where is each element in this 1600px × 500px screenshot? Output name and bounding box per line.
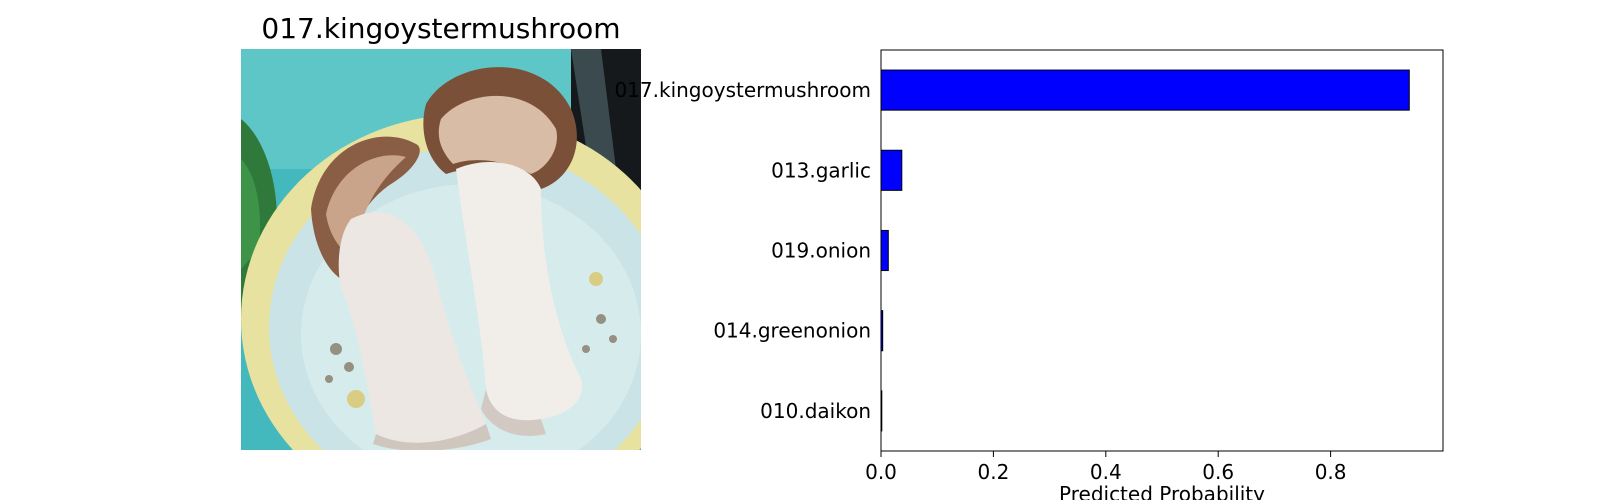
category-label: 013.garlic [771, 158, 871, 182]
x-tick-label: 0.8 [1315, 460, 1347, 484]
image-title: 017.kingoystermushroom [261, 12, 621, 45]
x-tick-label: 0.0 [865, 460, 897, 484]
category-label: 019.onion [771, 239, 871, 263]
mushroom-photo [241, 49, 641, 450]
category-label: 017.kingoystermushroom [614, 78, 871, 102]
x-tick-label: 0.4 [1090, 460, 1122, 484]
x-axis-label: Predicted Probability [1059, 482, 1265, 500]
axes-frame [880, 49, 1444, 452]
category-label: 010.daikon [760, 399, 871, 423]
x-tick-label: 0.6 [1202, 460, 1234, 484]
bar-017.kingoystermushroom [880, 69, 1410, 111]
x-tick-label: 0.2 [977, 460, 1009, 484]
bar-013.garlic [880, 149, 903, 191]
category-label: 014.greenonion [713, 319, 871, 343]
bar-019.onion [880, 229, 889, 272]
